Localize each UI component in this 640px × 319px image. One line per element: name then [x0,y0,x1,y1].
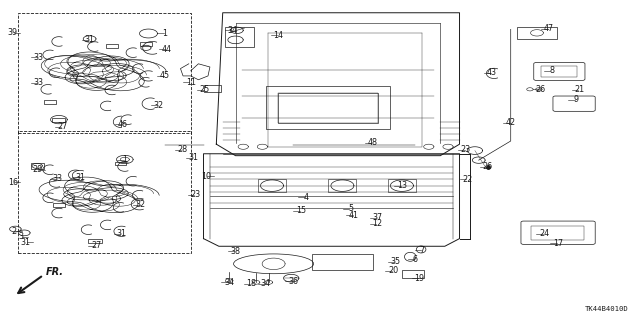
Text: 10: 10 [201,172,211,181]
Text: 20: 20 [388,266,398,275]
Text: 31: 31 [84,35,95,44]
Text: 17: 17 [553,239,563,248]
Text: 16: 16 [8,178,18,187]
Text: 8: 8 [549,66,554,75]
Text: 27: 27 [58,122,68,131]
Bar [140,42,152,46]
Text: 38: 38 [230,247,241,256]
Text: 12: 12 [372,219,383,228]
Text: 45: 45 [160,71,170,80]
Bar [312,254,373,270]
Text: FR.: FR. [46,267,64,277]
Text: 47: 47 [544,24,554,33]
Text: 9: 9 [573,95,579,104]
Text: 24: 24 [539,229,549,238]
Text: 19: 19 [414,274,424,283]
Text: 23: 23 [461,145,471,154]
Text: 1: 1 [122,155,127,164]
Text: 11: 11 [186,78,196,87]
Text: 35: 35 [390,257,401,266]
Text: 31: 31 [188,153,198,162]
Text: 44: 44 [161,45,172,54]
Text: 6: 6 [413,255,418,263]
Bar [204,85,221,92]
Text: 1: 1 [163,29,168,38]
Text: 34: 34 [260,279,271,288]
Bar [106,44,118,48]
Bar [402,270,424,278]
Text: 14: 14 [273,31,284,40]
Bar [31,163,44,169]
Bar [541,66,577,77]
Text: 46: 46 [118,120,128,129]
Text: 31: 31 [20,238,31,247]
Text: 43: 43 [486,68,497,77]
Text: 23: 23 [190,190,200,199]
Text: 37: 37 [372,213,383,222]
Text: 27: 27 [91,241,101,250]
Text: 31: 31 [116,229,127,238]
Text: 39: 39 [8,28,18,37]
Bar [388,179,416,192]
Bar [266,86,390,129]
Text: 7: 7 [420,246,425,255]
Text: 34: 34 [227,26,237,35]
Text: TK44B4010D: TK44B4010D [585,306,628,312]
Text: 42: 42 [506,118,516,127]
Text: 3: 3 [18,232,23,241]
Bar [278,93,378,123]
Bar [115,161,126,165]
Text: 29: 29 [32,165,42,174]
Text: 21: 21 [574,85,584,94]
Text: 26: 26 [536,85,546,94]
Text: 34: 34 [224,278,234,287]
Text: 36: 36 [288,277,298,286]
Text: 25: 25 [200,85,210,94]
Text: 32: 32 [136,200,146,209]
Text: 33: 33 [33,78,44,87]
Text: 22: 22 [462,175,472,184]
Text: 32: 32 [154,101,164,110]
Text: 48: 48 [367,138,378,147]
Bar [52,118,65,122]
Text: 33: 33 [52,174,63,183]
Text: 26: 26 [483,162,493,171]
Bar [88,239,102,243]
Bar [258,179,286,192]
Bar [18,13,191,133]
Text: 2: 2 [12,227,17,236]
Text: 18: 18 [246,279,257,288]
Text: 5: 5 [348,204,353,213]
Text: 13: 13 [397,181,407,190]
Bar [278,93,378,123]
Text: 33: 33 [33,53,44,62]
Bar [531,226,584,240]
Text: 4: 4 [303,193,308,202]
Text: 28: 28 [177,145,188,154]
Text: 41: 41 [349,211,359,220]
Bar [517,27,557,39]
Bar [328,179,356,192]
Bar [225,27,254,47]
Bar [53,203,65,207]
Bar [44,100,56,104]
Text: 15: 15 [296,206,306,215]
Bar [18,131,191,253]
Text: 31: 31 [75,173,85,182]
